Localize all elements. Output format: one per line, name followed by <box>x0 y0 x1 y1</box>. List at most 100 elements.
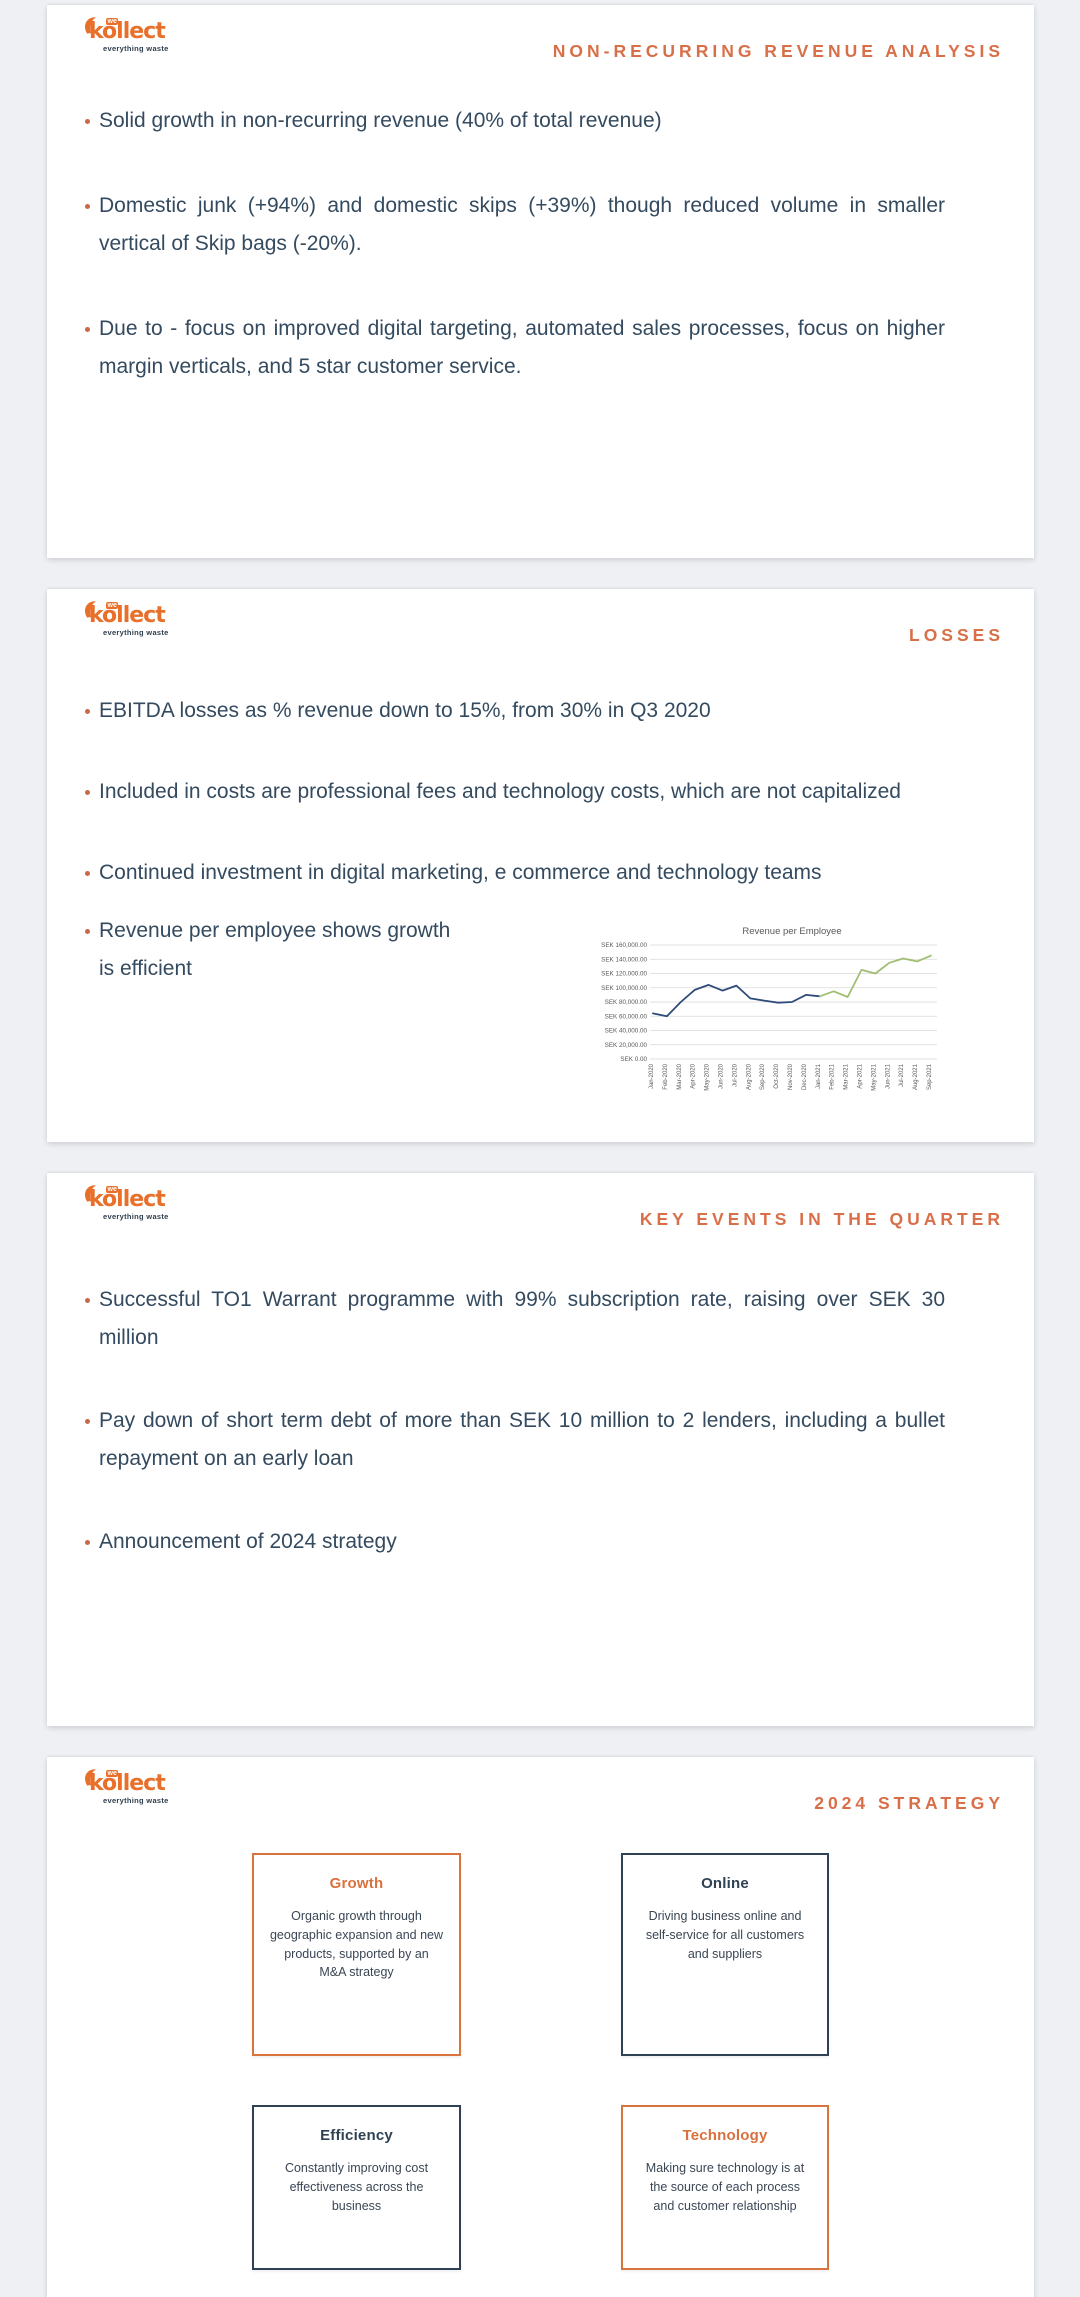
bullet-icon <box>85 1540 90 1545</box>
logo-wordmark: kollect <box>89 603 166 628</box>
box-title: Efficiency <box>320 2127 393 2144</box>
svg-text:Jan-2021: Jan-2021 <box>816 1063 822 1089</box>
slide-losses: we kollect everything waste LOSSES EBITD… <box>47 589 1034 1142</box>
logo-we-text: we <box>106 18 119 25</box>
svg-text:Mar-2020: Mar-2020 <box>677 1063 683 1089</box>
svg-text:Feb-2020: Feb-2020 <box>663 1063 669 1089</box>
squirrel-tail-icon <box>85 1769 96 1786</box>
slide-2024-strategy: we kollect everything waste 2024 STRATEG… <box>47 1757 1034 2297</box>
bullet-icon <box>85 929 90 934</box>
bullet-item: Successful TO1 Warrant programme with 99… <box>85 1281 945 1357</box>
bullet-text: Revenue per employee shows growth is eff… <box>99 919 451 980</box>
svg-text:Sep-2021: Sep-2021 <box>927 1063 933 1090</box>
svg-text:Jun-2021: Jun-2021 <box>885 1063 891 1089</box>
bullet-text: Announcement of 2024 strategy <box>99 1530 397 1553</box>
kollect-logo: we kollect everything waste <box>85 1769 189 1805</box>
kollect-logo: we kollect everything waste <box>85 17 189 53</box>
bullet-list: Successful TO1 Warrant programme with 99… <box>85 1281 945 1561</box>
logo-we-text: we <box>106 1186 119 1193</box>
bullet-text: Pay down of short term debt of more than… <box>99 1409 945 1470</box>
strategy-box-technology: Technology Making sure technology is at … <box>621 2105 829 2270</box>
box-body: Constantly improving cost effectiveness … <box>284 2161 429 2213</box>
bullet-icon <box>85 871 90 876</box>
bullet-icon <box>85 119 90 124</box>
svg-text:SEK 120,000.00: SEK 120,000.00 <box>601 971 647 978</box>
svg-text:Apr-2020: Apr-2020 <box>691 1063 697 1088</box>
bullet-item: Included in costs are professional fees … <box>85 773 945 811</box>
strategy-box-efficiency: Efficiency Constantly improving cost eff… <box>252 2105 461 2270</box>
svg-text:SEK 100,000.00: SEK 100,000.00 <box>601 985 647 992</box>
box-title: Technology <box>682 2127 768 2144</box>
bullet-icon <box>85 790 90 795</box>
bullet-item: Announcement of 2024 strategy <box>85 1523 945 1561</box>
svg-text:Sep-2020: Sep-2020 <box>760 1063 766 1090</box>
svg-text:SEK 20,000.00: SEK 20,000.00 <box>605 1042 648 1049</box>
kollect-logo: we kollect everything waste <box>85 1185 189 1221</box>
svg-text:SEK 140,000.00: SEK 140,000.00 <box>601 956 647 963</box>
bullet-icon <box>85 327 90 332</box>
bullet-text: EBITDA losses as % revenue down to 15%, … <box>99 699 711 722</box>
line-chart: Revenue per Employee SEK 0.00 SEK 20,000.0… <box>601 926 937 1091</box>
svg-text:SEK 80,000.00: SEK 80,000.00 <box>605 999 648 1006</box>
svg-text:Dec-2020: Dec-2020 <box>802 1063 808 1090</box>
svg-text:Feb-2021: Feb-2021 <box>830 1063 836 1089</box>
slide-non-recurring-revenue: we kollect everything waste NON-RECURRIN… <box>47 5 1034 558</box>
bullet-icon <box>85 709 90 714</box>
bullet-list: Solid growth in non-recurring revenue (4… <box>85 102 945 433</box>
bullet-text: Solid growth in non-recurring revenue (4… <box>99 109 662 132</box>
strategy-box-growth: Growth Organic growth through geographic… <box>252 1853 461 2056</box>
revenue-per-employee-chart: Revenue per Employee SEK 0.00 SEK 20,000.0… <box>585 921 945 1111</box>
box-body: Organic growth through geographic expans… <box>269 1909 444 1980</box>
strategy-box-online: Online Driving business online and self-… <box>621 1853 829 2056</box>
bullet-item: Revenue per employee shows growth is eff… <box>85 912 464 988</box>
bullet-icon <box>85 204 90 209</box>
bullet-item: Due to - focus on improved digital targe… <box>85 310 945 386</box>
logo-wordmark: kollect <box>89 1771 166 1796</box>
svg-text:Aug-2020: Aug-2020 <box>746 1063 752 1090</box>
logo-we-text: we <box>106 1770 119 1777</box>
bullet-item: Solid growth in non-recurring revenue (4… <box>85 102 945 140</box>
svg-text:Aug-2021: Aug-2021 <box>913 1063 919 1090</box>
svg-text:Nov-2020: Nov-2020 <box>788 1063 794 1090</box>
squirrel-tail-icon <box>85 17 96 34</box>
svg-text:Jul-2020: Jul-2020 <box>732 1063 738 1087</box>
slide-title: KEY EVENTS IN THE QUARTER <box>639 1208 1004 1229</box>
bullet-icon <box>85 1419 90 1424</box>
svg-text:Jul-2021: Jul-2021 <box>899 1063 905 1087</box>
bullet-item: EBITDA losses as % revenue down to 15%, … <box>85 692 945 730</box>
bullet-item: Pay down of short term debt of more than… <box>85 1402 945 1478</box>
svg-text:SEK 160,000.00: SEK 160,000.00 <box>601 942 647 949</box>
logo-wordmark: kollect <box>89 1187 166 1212</box>
bullet-text: Continued investment in digital marketin… <box>99 861 822 884</box>
slide-key-events: we kollect everything waste KEY EVENTS I… <box>47 1173 1034 1726</box>
svg-text:Oct-2020: Oct-2020 <box>774 1063 780 1088</box>
logo-tagline: everything waste <box>103 44 169 53</box>
squirrel-tail-icon <box>85 1185 96 1202</box>
logo-tagline: everything waste <box>103 1212 169 1221</box>
bullet-item: Domestic junk (+94%) and domestic skips … <box>85 187 945 263</box>
slide-title: LOSSES <box>909 624 1004 645</box>
logo-tagline: everything waste <box>103 1796 169 1805</box>
svg-text:May-2020: May-2020 <box>705 1063 711 1090</box>
slide-title: 2024 STRATEGY <box>814 1792 1004 1813</box>
svg-text:SEK 0.00: SEK 0.00 <box>620 1056 647 1063</box>
logo-tagline: everything waste <box>103 628 169 637</box>
svg-text:Revenue per Employee: Revenue per Employee <box>742 926 841 937</box>
box-title: Online <box>701 1875 749 1892</box>
svg-text:Jun-2020: Jun-2020 <box>719 1063 725 1089</box>
bullet-text: Domestic junk (+94%) and domestic skips … <box>99 194 945 255</box>
bullet-list: EBITDA losses as % revenue down to 15%, … <box>85 692 945 988</box>
logo-we-text: we <box>106 602 119 609</box>
box-title: Growth <box>329 1875 384 1892</box>
bullet-icon <box>85 1298 90 1303</box>
kollect-logo: we kollect everything waste <box>85 601 189 637</box>
svg-text:SEK 60,000.00: SEK 60,000.00 <box>605 1013 648 1020</box>
box-body: Making sure technology is at the source … <box>645 2161 805 2213</box>
box-body: Driving business online and self-service… <box>645 1909 805 1961</box>
squirrel-tail-icon <box>85 601 96 618</box>
bullet-item: Continued investment in digital marketin… <box>85 854 945 892</box>
svg-text:Jan-2020: Jan-2020 <box>649 1063 655 1089</box>
slide-title: NON-RECURRING REVENUE ANALYSIS <box>552 40 1004 61</box>
svg-text:SEK 40,000.00: SEK 40,000.00 <box>605 1028 648 1035</box>
